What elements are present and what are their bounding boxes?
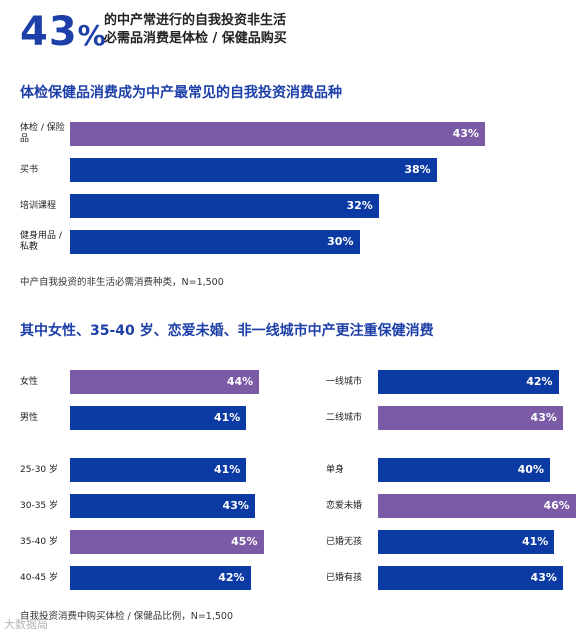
headline-text: 的中产常进行的自我投资非生活 必需品消费是体检 / 保健品购买	[104, 12, 287, 48]
bar: 45%	[70, 530, 264, 554]
bar-value-label: 38%	[404, 163, 431, 176]
bar-value-label: 32%	[346, 199, 373, 212]
headline-percentage: 43%	[20, 10, 107, 58]
bar: 43%	[70, 494, 255, 518]
bar: 43%	[378, 566, 563, 590]
bar: 32%	[70, 194, 379, 218]
bar: 42%	[70, 566, 251, 590]
bar: 43%	[378, 406, 563, 430]
headline-line-1: 的中产常进行的自我投资非生活	[104, 13, 287, 28]
category-label: 已婚无孩	[326, 536, 363, 547]
bar-value-label: 44%	[226, 375, 254, 388]
bar: 42%	[378, 370, 559, 394]
bar-value-label: 41%	[213, 411, 241, 424]
chart2-title: 其中女性、35-40 岁、恋爱未婚、非一线城市中产更注重保健消费	[20, 323, 434, 339]
headline-line-2: 必需品消费是体检 / 保健品购买	[104, 31, 287, 46]
bar: 41%	[70, 406, 247, 430]
category-label: 买书	[20, 164, 39, 175]
category-label: 男性	[20, 412, 39, 423]
bar: 41%	[70, 458, 247, 482]
bar-value-label: 43%	[222, 499, 249, 512]
category-label: 30-35 岁	[20, 500, 59, 511]
category-label: 体检 / 保险品	[20, 123, 65, 144]
bar-value-label: 43%	[530, 571, 557, 584]
bar: 40%	[378, 458, 550, 482]
bar: 44%	[70, 370, 260, 394]
bar: 30%	[70, 230, 360, 254]
bar: 38%	[70, 158, 437, 182]
bar-value-label: 42%	[218, 571, 245, 584]
bar-value-label: 30%	[327, 235, 354, 248]
category-label: 单身	[326, 464, 345, 475]
bar-value-label: 45%	[231, 535, 258, 548]
bar-value-label: 42%	[526, 375, 553, 388]
bar-value-label: 43%	[530, 411, 557, 424]
bar: 41%	[378, 530, 555, 554]
watermark: 大数据局	[4, 618, 48, 631]
category-label: 健身用品 / 私教	[20, 231, 62, 252]
bar: 46%	[378, 494, 576, 518]
headline-percent-sign: %	[77, 19, 107, 52]
category-label: 培训课程	[20, 200, 57, 211]
bar-value-label: 46%	[543, 499, 570, 512]
category-label: 25-30 岁	[20, 464, 59, 475]
chart1-title: 体检保健品消费成为中产最常见的自我投资消费品种	[20, 85, 342, 101]
chart1-note: 中产自我投资的非生活必需消费种类，N=1,500	[20, 277, 224, 288]
bar: 43%	[70, 122, 485, 146]
chart2-note: 自我投资消费中购买体检 / 保健品比例，N=1,500	[20, 611, 234, 622]
category-label: 女性	[20, 376, 39, 387]
headline-number: 43	[20, 9, 78, 55]
bar-value-label: 41%	[521, 535, 549, 548]
category-label: 恋爱未婚	[326, 500, 363, 511]
category-label: 一线城市	[326, 376, 363, 387]
category-label: 已婚有孩	[326, 572, 363, 583]
category-label: 40-45 岁	[20, 572, 59, 583]
category-label: 35-40 岁	[20, 536, 59, 547]
bar-value-label: 40%	[517, 463, 544, 476]
bar-value-label: 41%	[213, 463, 241, 476]
category-label: 二线城市	[326, 412, 363, 423]
bar-value-label: 43%	[452, 127, 479, 140]
